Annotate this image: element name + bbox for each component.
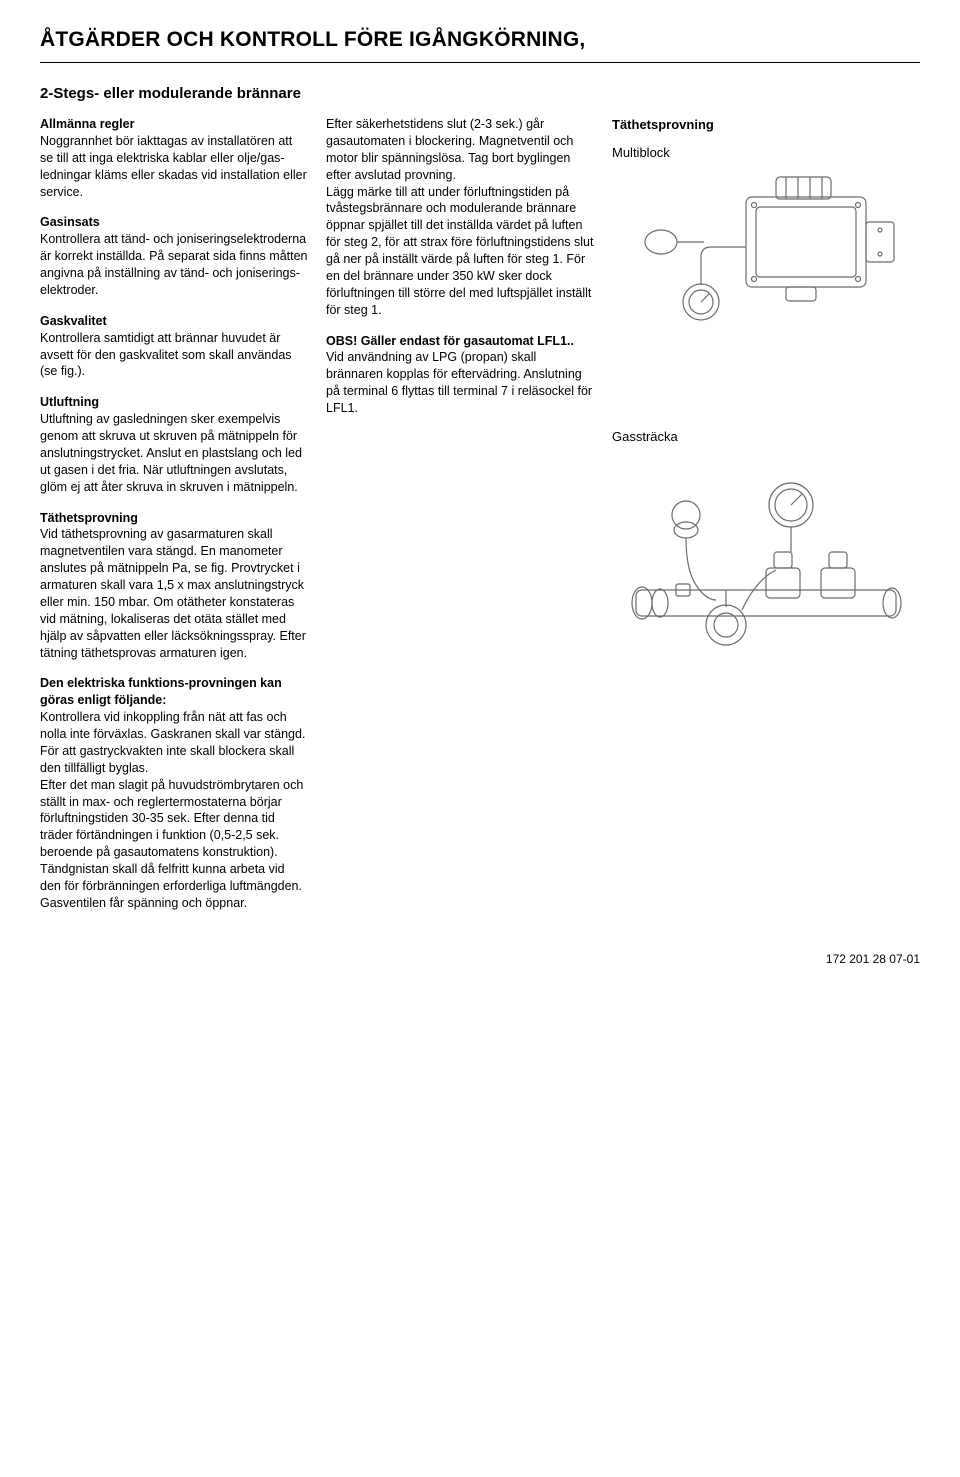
subtitle: 2-Stegs- eller modulerande brännare: [40, 85, 920, 102]
col2-para1: Efter säkerhetstidens slut (2-3 sek.) gå…: [326, 116, 594, 319]
title-rule: [40, 62, 920, 63]
gasstracka-illustration: [612, 460, 920, 670]
section-body-tathet: Vid täthetsprovning av gasarmaturen skal…: [40, 526, 308, 661]
section-gaskvalitet: Gaskvalitet Kontrollera samtidigt att br…: [40, 313, 308, 381]
section-head-gasinsats: Gasinsats: [40, 214, 308, 231]
column-1: Allmänna regler Noggrannhet bör iakttaga…: [40, 116, 308, 926]
page-footer: 172 201 28 07-01: [40, 952, 920, 966]
figure-multiblock: Täthetsprovning Multiblock: [612, 116, 920, 362]
section-obs: OBS! Gäller endast för gasautomat LFL1..…: [326, 333, 594, 417]
col2-p2: Lägg märke till att under förluftningsti…: [326, 184, 594, 319]
section-allmanna: Allmänna regler Noggrannhet bör iakttaga…: [40, 116, 308, 200]
fig-label-gasstracka: Gassträcka: [612, 428, 920, 446]
section-body-gaskvalitet: Kontrollera samtidigt att brännar huvude…: [40, 330, 308, 381]
section-body-gasinsats: Kontrollera att tänd- och joniserings­el…: [40, 231, 308, 299]
fig-sublabel-multiblock: Multiblock: [612, 144, 920, 162]
section-head-obs: OBS! Gäller endast för gasautomat LFL1..: [326, 333, 594, 350]
section-head-utluftning: Utluftning: [40, 394, 308, 411]
section-body-obs: Vid användning av LPG (propan) skall brä…: [326, 349, 594, 417]
section-head-tathet: Täthetsprovning: [40, 510, 308, 527]
col2-p1: Efter säkerhetstidens slut (2-3 sek.) gå…: [326, 116, 594, 184]
page-title: ÅTGÄRDER OCH KONTROLL FÖRE IGÅNGKÖRNING,: [40, 28, 920, 52]
section-tathet: Täthetsprovning Vid täthetsprovning av g…: [40, 510, 308, 662]
section-head-gaskvalitet: Gaskvalitet: [40, 313, 308, 330]
section-elektrisk: Den elektriska funktions-provningen kan …: [40, 675, 308, 911]
section-head-elektrisk: Den elektriska funktions-provningen kan …: [40, 675, 308, 709]
multiblock-illustration: [612, 167, 920, 357]
section-body-elektrisk-2: Efter det man slagit på huvudström­bryta…: [40, 777, 308, 912]
section-body-allmanna: Noggrannhet bör iakttagas av installa­tö…: [40, 133, 308, 201]
fig-label-tathet: Täthetsprovning: [612, 116, 920, 134]
section-body-elektrisk-1: Kontrollera vid inkoppling från nät att …: [40, 709, 308, 777]
section-head-allmanna: Allmänna regler: [40, 116, 308, 133]
column-2: Efter säkerhetstidens slut (2-3 sek.) gå…: [326, 116, 594, 926]
content-columns: Allmänna regler Noggrannhet bör iakttaga…: [40, 116, 920, 926]
column-3: Täthetsprovning Multiblock: [612, 116, 920, 926]
section-body-utluftning: Utluftning av gasledningen sker ex­empel…: [40, 411, 308, 495]
figure-gasstracka: Gassträcka: [612, 428, 920, 674]
section-utluftning: Utluftning Utluftning av gasledningen sk…: [40, 394, 308, 495]
section-gasinsats: Gasinsats Kontrollera att tänd- och joni…: [40, 214, 308, 298]
